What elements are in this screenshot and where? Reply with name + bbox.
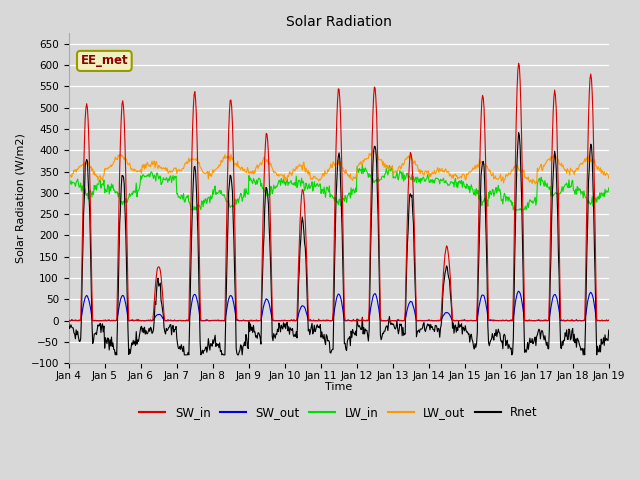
X-axis label: Time: Time xyxy=(325,383,353,393)
Y-axis label: Solar Radiation (W/m2): Solar Radiation (W/m2) xyxy=(15,133,25,263)
Legend: SW_in, SW_out, LW_in, LW_out, Rnet: SW_in, SW_out, LW_in, LW_out, Rnet xyxy=(135,401,543,423)
Title: Solar Radiation: Solar Radiation xyxy=(286,15,392,29)
Text: EE_met: EE_met xyxy=(81,54,128,67)
